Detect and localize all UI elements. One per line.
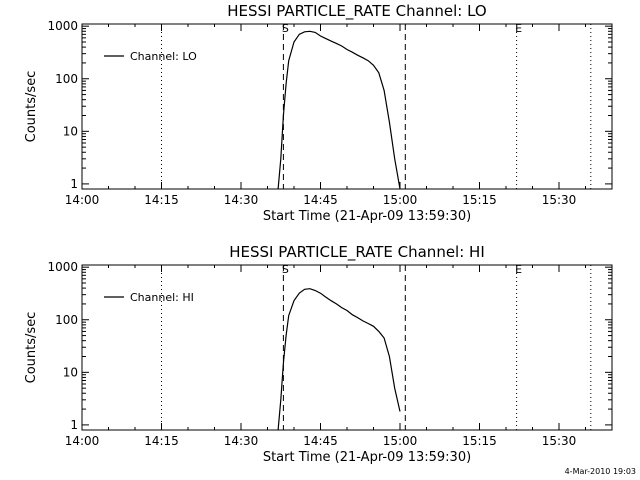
chart-0-y-tick-label-1: 10	[63, 124, 78, 138]
chart-0-legend-label-0: Channel: LO	[130, 50, 197, 63]
chart-1-x-axis-label: Start Time (21-Apr-09 13:59:30)	[263, 450, 471, 465]
chart-1-y-tick-label-2: 100	[55, 313, 78, 327]
chart-1-y-axis-label: Counts/sec	[24, 312, 39, 384]
chart-1-y-tick-label-3: 1000	[47, 260, 78, 274]
chart-0-title: HESSI PARTICLE_RATE Channel: LO	[227, 2, 486, 21]
chart-1-title: HESSI PARTICLE_RATE Channel: HI	[229, 243, 485, 262]
panel-hi: HESSI PARTICLE_RATE Channel: HI 14:00 14:1…	[24, 243, 613, 465]
chart-0-x-tick-label-2: 14:30	[224, 193, 259, 207]
chart-0-y-tick-label-3: 1000	[47, 19, 78, 33]
chart-0-x-tick-label-3: 14:45	[303, 193, 338, 207]
chart-1-y-tick-label-1: 10	[63, 365, 78, 379]
chart-1-marker-label-2: E	[515, 263, 522, 276]
chart-0-series-line-0	[277, 30, 401, 190]
chart-1-x-tick-label-0: 14:00	[65, 434, 100, 448]
chart-1-x-tick-label-2: 14:30	[224, 434, 259, 448]
panel-lo: HESSI PARTICLE_RATE Channel: LO 14:00 14:1…	[24, 2, 613, 224]
chart-1-x-tick-label-1: 14:15	[144, 434, 179, 448]
timestamp-label: 4-Mar-2010 19:03	[565, 467, 636, 476]
chart-0-y-tick-label-0: 1	[70, 177, 78, 191]
chart-0-x-tick-label-6: 15:30	[542, 193, 577, 207]
chart-0-x-tick-label-4: 15:00	[383, 193, 418, 207]
chart-0-y-tick-label-2: 100	[55, 72, 78, 86]
chart-0-y-axis-label: Counts/sec	[24, 71, 39, 143]
chart-1-x-tick-label-4: 15:00	[383, 434, 418, 448]
chart-1-x-tick-label-3: 14:45	[303, 434, 338, 448]
chart-1-x-tick-label-5: 15:15	[462, 434, 497, 448]
chart-0-marker-label-0: S	[282, 22, 289, 35]
chart-0-x-tick-label-5: 15:15	[462, 193, 497, 207]
chart-1-legend-label-0: Channel: HI	[130, 291, 194, 304]
chart-1-series-line-0	[277, 288, 401, 431]
chart-0-x-tick-label-0: 14:00	[65, 193, 100, 207]
chart-1-marker-label-0: S	[282, 263, 289, 276]
chart-0-marker-label-2: E	[515, 22, 522, 35]
chart-0-x-tick-label-1: 14:15	[144, 193, 179, 207]
chart-1-x-tick-label-6: 15:30	[542, 434, 577, 448]
chart-1-y-tick-label-0: 1	[70, 418, 78, 432]
chart-0-x-axis-label: Start Time (21-Apr-09 13:59:30)	[263, 209, 471, 224]
